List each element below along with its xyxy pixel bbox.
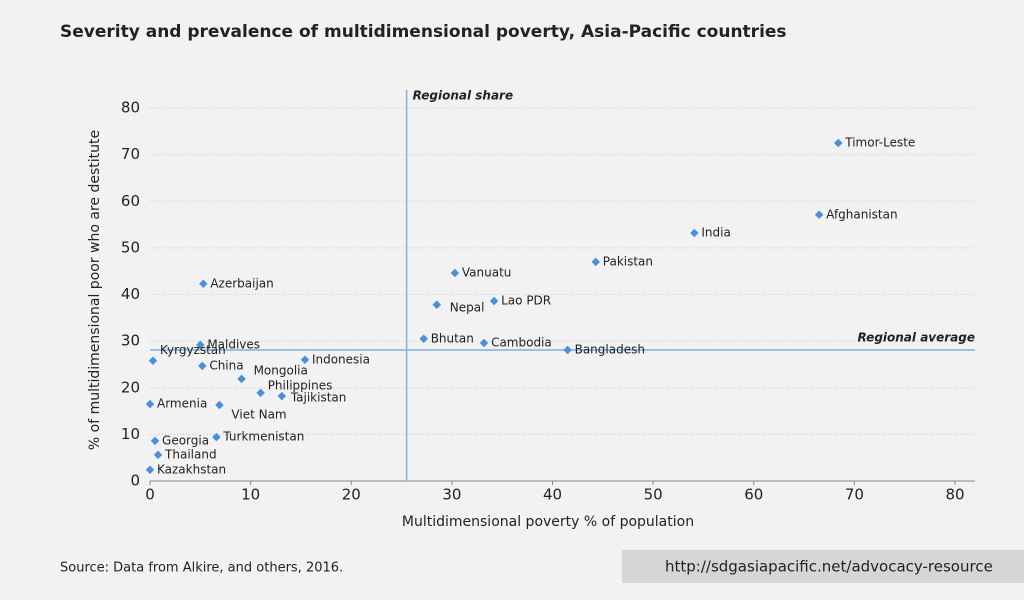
- point-label: Mongolia: [254, 363, 308, 377]
- y-axis-label: % of multidimensional poor who are desti…: [87, 130, 103, 450]
- point: [215, 400, 224, 410]
- point-label: Philippines: [268, 378, 333, 392]
- point-label: Turkmenistan: [222, 430, 304, 444]
- y-tick-label: 80: [121, 99, 140, 117]
- x-tick-label: 50: [644, 486, 663, 504]
- x-tick-label: 80: [945, 486, 964, 504]
- point-label: Bangladesh: [575, 342, 645, 356]
- point: [690, 228, 699, 238]
- point-label: Timor-Leste: [844, 135, 915, 149]
- point: [148, 356, 158, 365]
- y-tick-label: 40: [121, 285, 140, 303]
- point: [563, 345, 572, 355]
- point: [199, 279, 208, 289]
- point: [196, 340, 205, 350]
- point-label: India: [701, 225, 730, 239]
- point-label: Cambodia: [491, 335, 552, 349]
- point-label: Kyrgyzstan: [160, 343, 226, 357]
- point-label: Lao PDR: [501, 294, 551, 308]
- point: [212, 432, 221, 442]
- point-label: Maldives: [207, 337, 260, 351]
- x-tick-label: 40: [543, 486, 562, 504]
- point: [432, 300, 442, 310]
- point-label: Afghanistan: [826, 207, 897, 221]
- url: http://sdgasiapacific.net/advocacy-resou…: [665, 558, 993, 576]
- point: [256, 388, 265, 398]
- point: [419, 334, 428, 344]
- point: [300, 355, 310, 365]
- point-label: Viet Nam: [231, 408, 286, 422]
- point: [153, 450, 163, 460]
- x-tick-label: 30: [442, 486, 461, 504]
- y-tick-label: 60: [121, 192, 140, 210]
- point-label: Thailand: [164, 447, 217, 461]
- point: [834, 138, 843, 148]
- point: [479, 338, 489, 348]
- chart-title: Severity and prevalence of multidimensio…: [60, 22, 787, 42]
- y-tick-label: 10: [121, 425, 140, 443]
- reference-label: Regional share: [413, 89, 514, 103]
- x-tick-label: 70: [845, 486, 864, 504]
- reference-label: Regional average: [858, 330, 975, 344]
- y-tick-label: 50: [121, 238, 140, 256]
- point: [150, 436, 160, 446]
- point: [591, 257, 601, 267]
- point: [814, 210, 824, 220]
- y-tick-label: 0: [130, 472, 140, 490]
- source: Source: Data from Alkire, and others, 20…: [60, 561, 343, 576]
- point-label: China: [209, 358, 243, 372]
- y-tick-label: 70: [121, 145, 140, 163]
- point-label: Vanuatu: [462, 266, 512, 280]
- x-axis-label: Multidimensional poverty % of population: [402, 514, 694, 530]
- y-tick-label: 20: [121, 378, 140, 396]
- point: [145, 465, 155, 475]
- point: [237, 374, 246, 384]
- point: [198, 361, 207, 371]
- point-label: Kazakhstan: [157, 462, 226, 476]
- point-label: Bhutan: [431, 331, 474, 345]
- point-label: Pakistan: [603, 254, 653, 268]
- x-tick-label: 10: [241, 486, 260, 504]
- point: [145, 399, 155, 409]
- point-label: Tajikistan: [290, 391, 347, 405]
- y-tick-label: 30: [121, 332, 140, 350]
- point: [450, 268, 460, 278]
- point-label: Azerbaijan: [210, 276, 273, 290]
- x-tick-label: 20: [342, 486, 361, 504]
- point-label: Indonesia: [312, 352, 370, 366]
- x-tick-label: 60: [744, 486, 763, 504]
- point: [277, 391, 287, 401]
- x-tick-label: 0: [145, 486, 155, 504]
- url-box: [622, 550, 1024, 583]
- point-label: Georgia: [162, 433, 209, 447]
- point-label: Nepal: [450, 300, 485, 314]
- point-label: Armenia: [157, 397, 207, 411]
- point: [489, 296, 499, 306]
